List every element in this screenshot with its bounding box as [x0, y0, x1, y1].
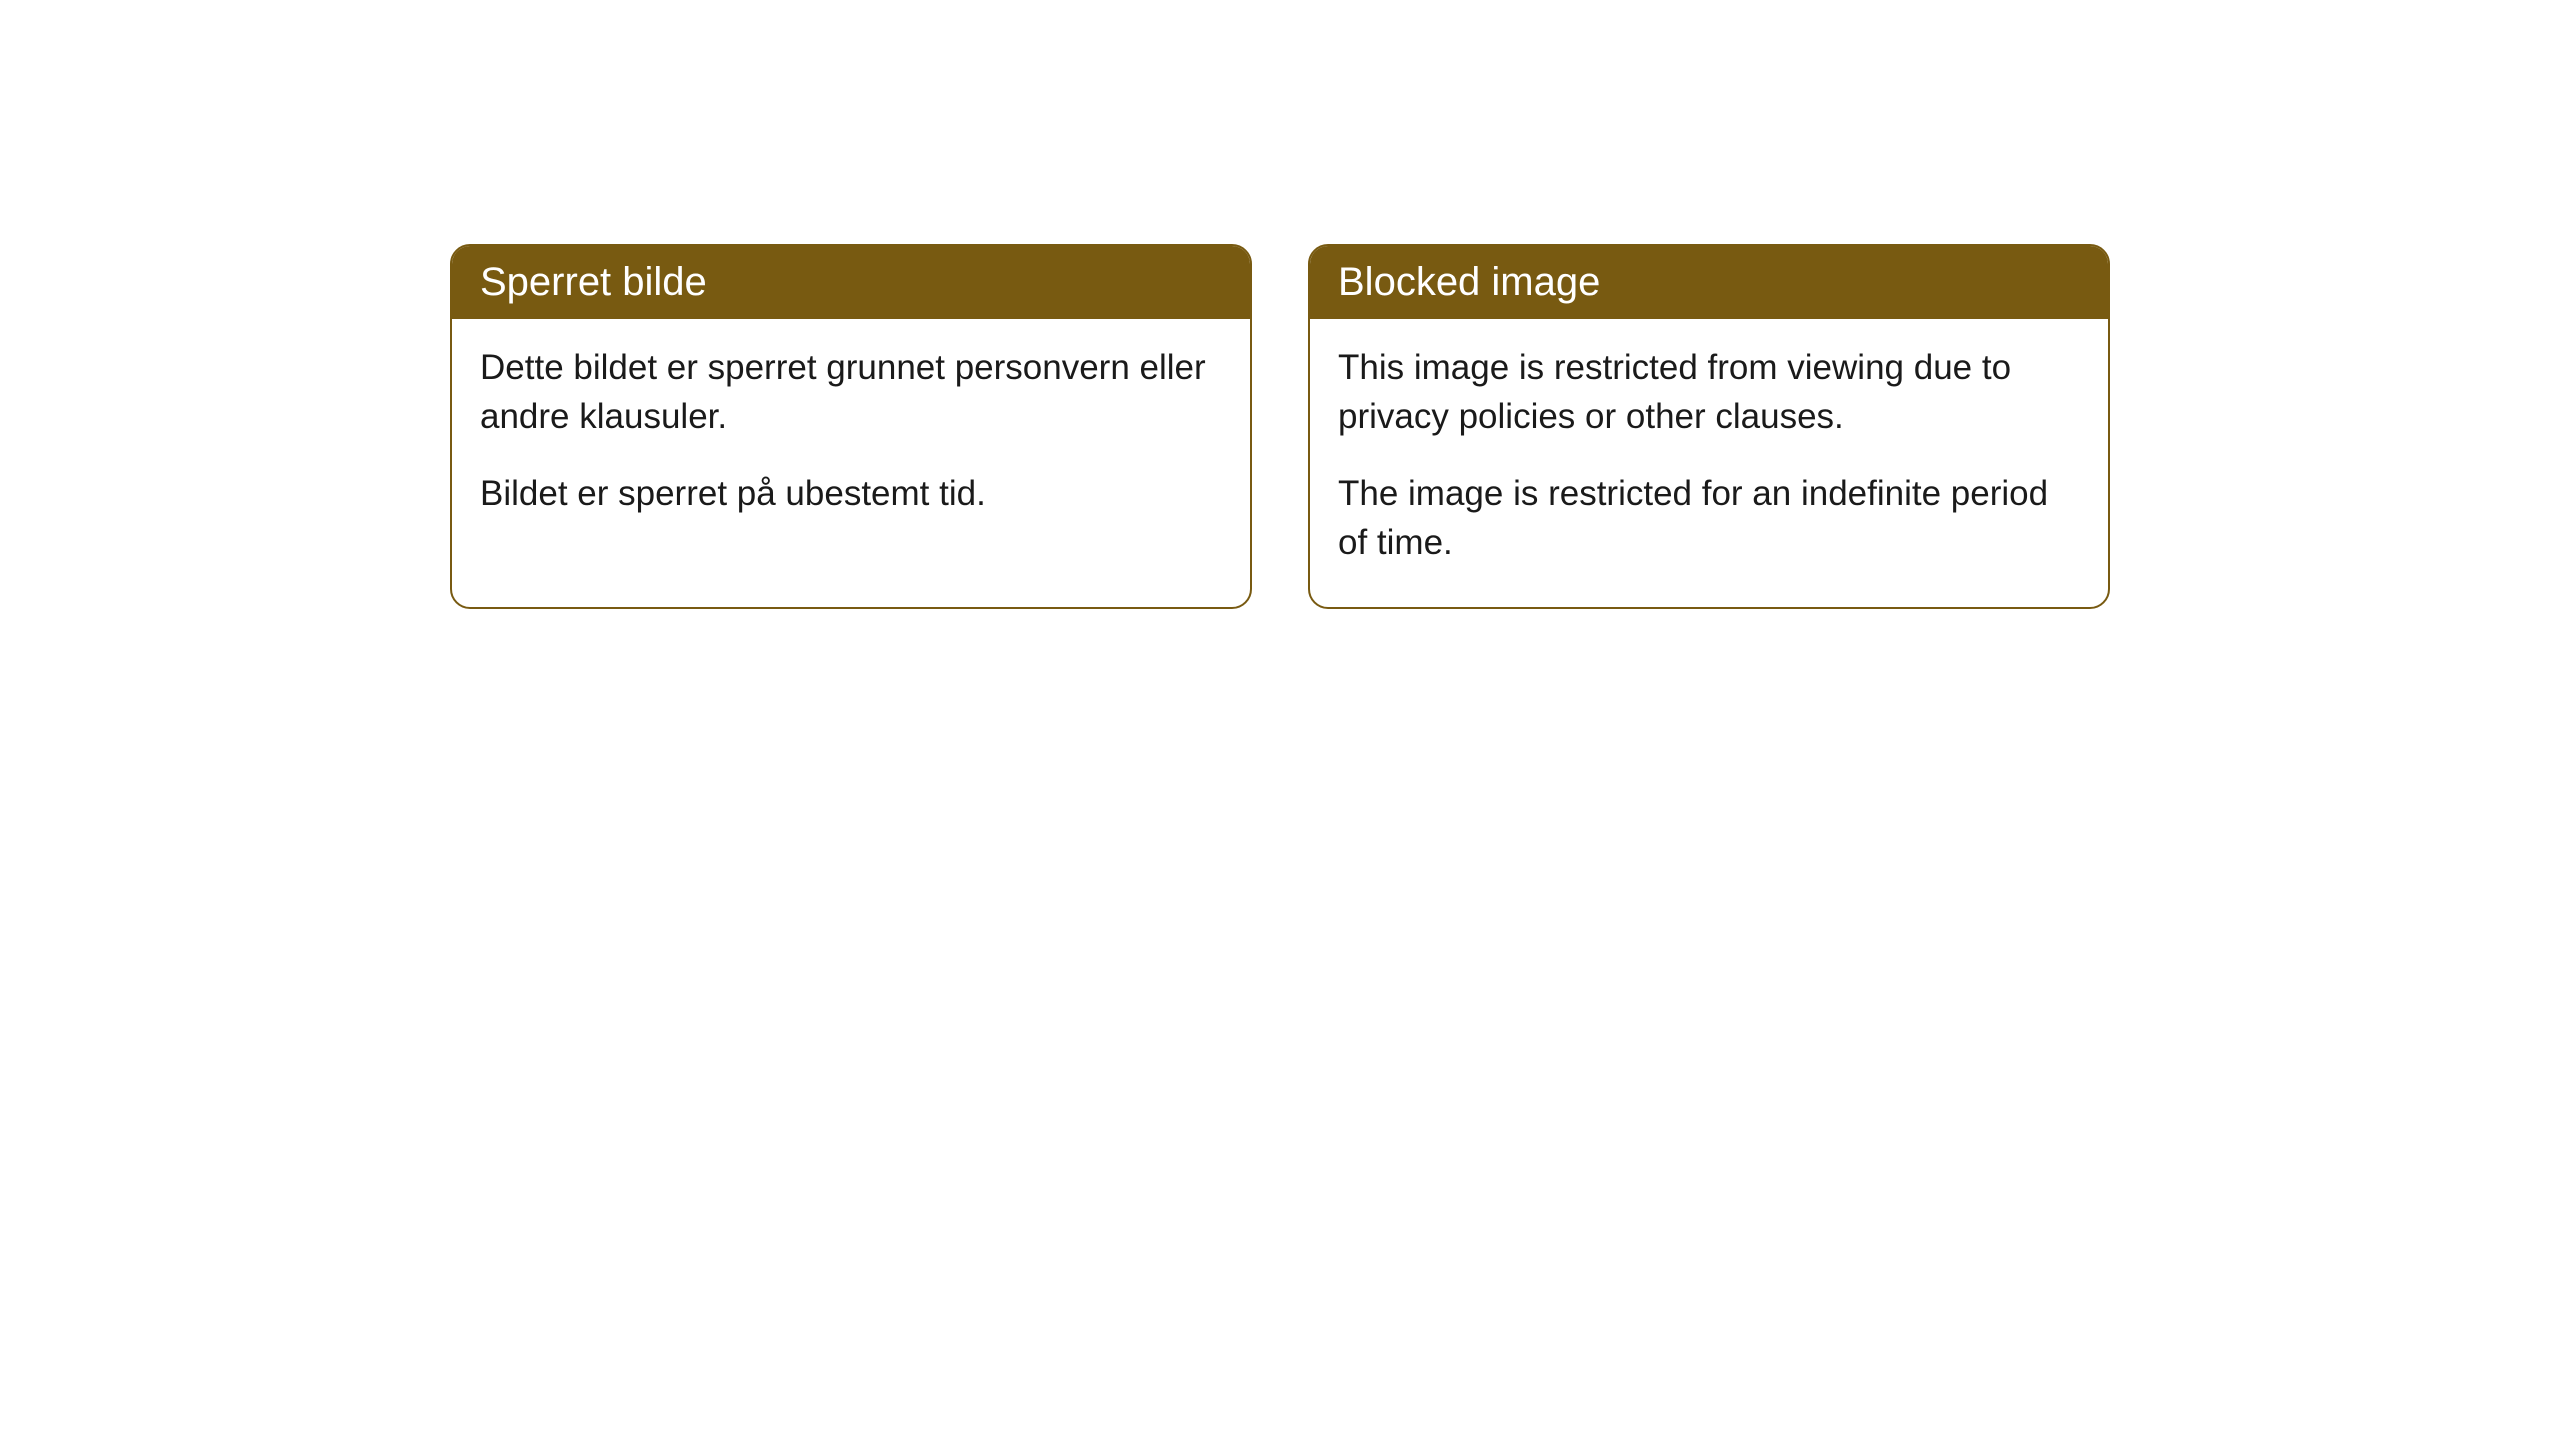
card-body: Dette bildet er sperret grunnet personve… [452, 319, 1250, 558]
card-paragraph: Bildet er sperret på ubestemt tid. [480, 469, 1222, 518]
card-paragraph: This image is restricted from viewing du… [1338, 343, 2080, 441]
card-title: Blocked image [1338, 260, 1600, 304]
card-paragraph: Dette bildet er sperret grunnet personve… [480, 343, 1222, 441]
card-title: Sperret bilde [480, 260, 707, 304]
card-body: This image is restricted from viewing du… [1310, 319, 2108, 607]
card-norwegian: Sperret bilde Dette bildet er sperret gr… [450, 244, 1252, 609]
cards-container: Sperret bilde Dette bildet er sperret gr… [450, 244, 2110, 609]
card-english: Blocked image This image is restricted f… [1308, 244, 2110, 609]
card-header: Blocked image [1310, 246, 2108, 319]
card-paragraph: The image is restricted for an indefinit… [1338, 469, 2080, 567]
card-header: Sperret bilde [452, 246, 1250, 319]
